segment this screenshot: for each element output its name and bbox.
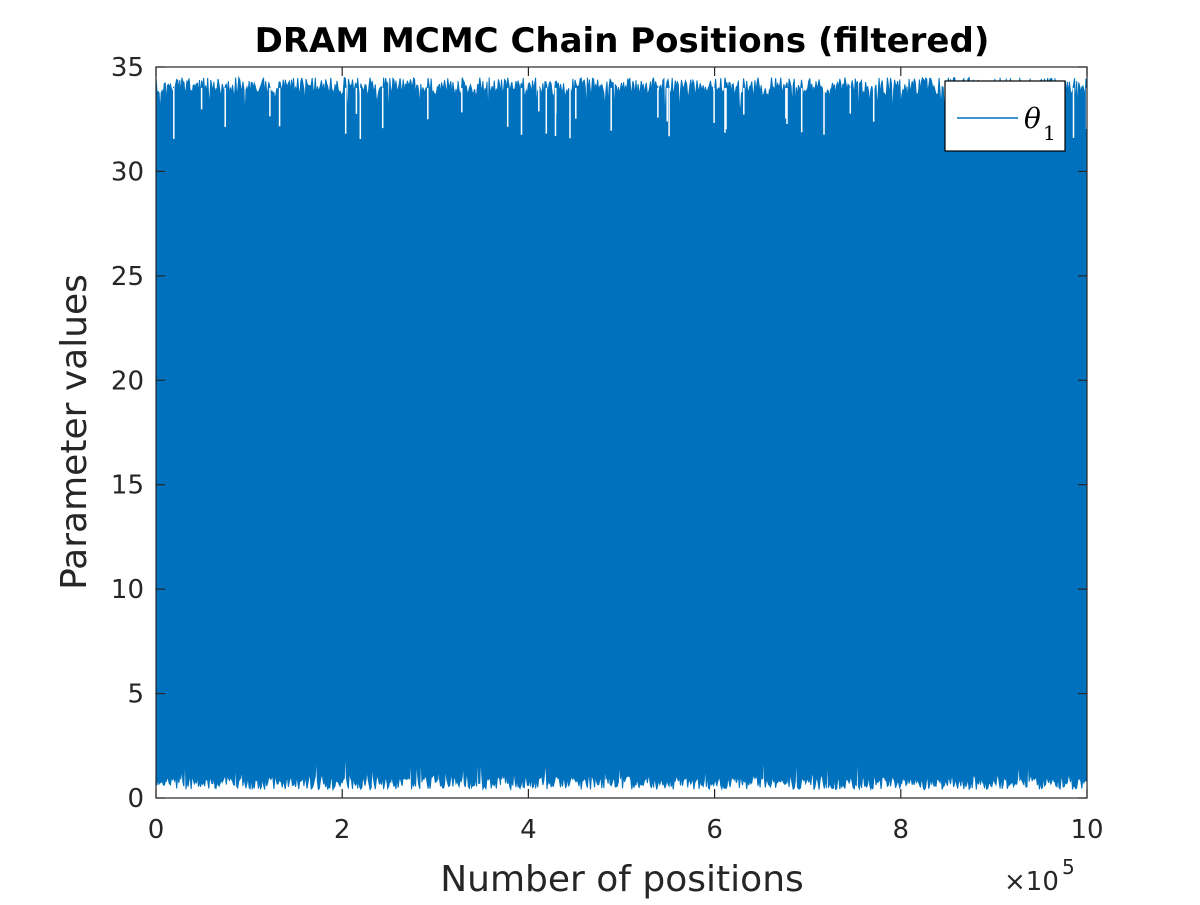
legend: θ 1 — [944, 80, 1066, 152]
x-tick-label: 6 — [706, 815, 723, 845]
x-multiplier-exponent: 5 — [1062, 855, 1075, 879]
x-tick-label: 10 — [1070, 815, 1103, 845]
y-tick-label: 30 — [111, 157, 144, 187]
x-axis-multiplier: ×10 5 — [1004, 855, 1075, 897]
series-theta1-band — [155, 75, 1088, 792]
y-tick-label: 25 — [111, 262, 144, 292]
legend-label-symbol: θ — [1024, 102, 1041, 135]
chart-title: DRAM MCMC Chain Positions (filtered) — [255, 21, 990, 61]
y-tick-label: 5 — [127, 680, 144, 710]
x-multiplier-base: ×10 — [1004, 867, 1059, 897]
series-layer — [155, 75, 1088, 792]
y-tick-label: 20 — [111, 366, 144, 396]
x-tick-label: 8 — [893, 815, 910, 845]
x-tick-label: 4 — [520, 815, 537, 845]
legend-label-subscript: 1 — [1043, 121, 1056, 145]
y-tick-label: 10 — [111, 575, 144, 605]
y-axis: 0 5 10 15 20 25 30 35 — [111, 53, 1087, 814]
x-tick-label: 0 — [148, 815, 165, 845]
y-tick-label: 15 — [111, 471, 144, 501]
x-axis-label: Number of positions — [440, 859, 804, 900]
x-tick-label: 2 — [334, 815, 351, 845]
y-tick-label: 0 — [127, 784, 144, 814]
series-theta1-lower-spikes — [164, 722, 1081, 780]
plot-frame — [155, 66, 1088, 799]
y-tick-label: 35 — [111, 53, 144, 83]
x-axis: 0 2 4 6 8 10 — [148, 67, 1104, 845]
y-axis-label: Parameter values — [54, 274, 95, 590]
legend-box — [944, 80, 1066, 152]
